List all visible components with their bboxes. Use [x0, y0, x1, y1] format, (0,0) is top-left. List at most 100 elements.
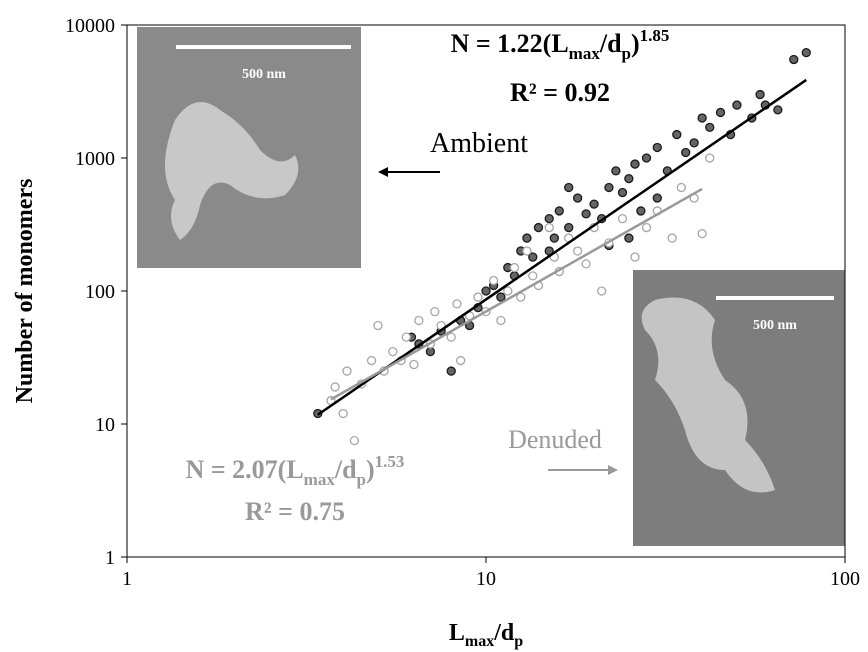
data-point — [597, 286, 607, 296]
data-point — [630, 159, 640, 169]
fit-r-squared: R² = 0.75 — [245, 497, 345, 526]
fit-r-squared-part: R² = — [510, 78, 564, 107]
data-point — [604, 182, 614, 193]
insets: 500 nm 500 nm — [137, 27, 845, 546]
data-point — [481, 286, 491, 296]
fit-equation-part: p — [622, 44, 631, 63]
data-point — [705, 122, 715, 133]
fit-equation-part: (L — [278, 455, 304, 484]
data-point — [446, 332, 456, 342]
fit-equation-part: 2.07 — [232, 455, 278, 484]
fit-equation: N = 2.07(Lmax/dp)1.53 — [186, 452, 405, 489]
data-point — [509, 262, 520, 273]
scale-bar-label: 500 nm — [753, 318, 797, 333]
fit-equation-part: max — [304, 470, 336, 489]
data-point — [473, 292, 483, 302]
data-point — [652, 193, 662, 203]
scale-bar-label: 500 nm — [242, 67, 286, 82]
fit-equation-part: (L — [543, 29, 569, 58]
data-point — [652, 142, 662, 153]
data-point — [456, 355, 466, 366]
x-tick-label: 1 — [122, 568, 132, 590]
x-tick-label: 10 — [476, 568, 496, 590]
data-point — [342, 366, 352, 376]
data-point — [667, 233, 677, 243]
data-point — [533, 222, 544, 233]
data-point — [330, 382, 340, 392]
data-point — [544, 213, 554, 224]
data-point — [689, 138, 699, 148]
data-point — [617, 213, 628, 224]
data-point — [572, 193, 583, 203]
data-point — [409, 359, 419, 370]
y-tick-label: 1000 — [75, 148, 115, 170]
data-point — [549, 233, 559, 243]
y-tick-label: 10000 — [65, 15, 115, 37]
data-point — [373, 320, 383, 331]
fit-equation: N = 1.22(Lmax/dp)1.85 — [451, 26, 670, 63]
fit-equation-part: ) — [631, 29, 640, 58]
data-point — [697, 228, 707, 239]
data-point — [338, 408, 348, 419]
data-point — [496, 315, 506, 326]
data-point — [611, 166, 621, 176]
data-point — [414, 315, 424, 326]
fit-equation-part: /d — [599, 29, 622, 58]
fit-r-squared: R² = 0.92 — [510, 78, 610, 107]
fit-r-squared-part: 0.75 — [299, 497, 345, 526]
x-axis-title-part: max — [465, 633, 494, 650]
data-point — [528, 252, 538, 262]
fit-equation-part: max — [569, 44, 601, 63]
data-point — [544, 222, 554, 233]
data-point — [705, 153, 715, 163]
y-tick-label: 10 — [95, 414, 115, 436]
data-point — [641, 153, 652, 163]
fit-equation-part: 1.85 — [640, 26, 670, 45]
arrow-head — [608, 465, 618, 475]
x-axis-title-part: p — [514, 633, 523, 650]
fit-r-squared-part: 0.92 — [564, 78, 610, 107]
data-point — [401, 332, 412, 342]
data-point — [636, 206, 646, 216]
data-point — [755, 89, 765, 100]
y-tick-label: 1 — [105, 547, 115, 569]
data-point — [554, 206, 564, 216]
data-point — [446, 366, 456, 376]
fit-equation-part: 1.53 — [375, 452, 405, 471]
fit-equation-part: p — [357, 470, 366, 489]
data-point — [581, 259, 591, 269]
data-point — [672, 129, 682, 140]
fit-r-squared-part: R² = — [245, 497, 299, 526]
data-point — [522, 246, 532, 256]
data-point — [681, 147, 691, 158]
fit-equation-part: N = — [451, 29, 498, 58]
data-point — [801, 47, 811, 58]
data-point — [388, 346, 398, 357]
data-point — [641, 222, 652, 233]
y-axis-title: Number of monomers — [12, 179, 38, 404]
data-point — [581, 209, 591, 219]
series-label: Denuded — [508, 425, 602, 454]
fit-line — [330, 187, 703, 401]
data-point — [488, 275, 499, 286]
data-point — [624, 233, 634, 243]
fit-line — [317, 78, 807, 416]
x-axis-title-part: L — [449, 620, 465, 646]
arrow-head — [378, 167, 388, 177]
data-point — [697, 113, 707, 123]
data-point — [425, 346, 436, 357]
particle-image — [165, 102, 299, 240]
data-point — [564, 182, 574, 193]
fit-equation-part: ) — [366, 455, 375, 484]
data-point — [349, 435, 360, 446]
y-tick-label: 100 — [85, 281, 115, 303]
fit-equation-part: 1.22 — [497, 29, 543, 58]
x-axis-title: Lmax/dp — [449, 620, 523, 650]
data-point — [589, 199, 599, 209]
data-point — [503, 286, 513, 296]
data-point — [624, 173, 634, 184]
data-point — [452, 299, 462, 309]
data-point — [528, 271, 538, 281]
fit-equation-part: N = — [186, 455, 233, 484]
